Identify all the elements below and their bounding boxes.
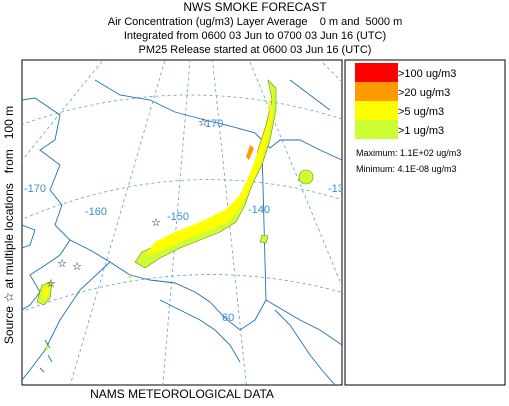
- subtitle: Air Concentration (ug/m3) Layer Average …: [108, 16, 403, 28]
- map-label: 60: [222, 312, 234, 324]
- legend-label: >100 ug/m3: [398, 68, 456, 80]
- legend-label: >5 ug/m3: [398, 106, 444, 118]
- svg-text:☆: ☆: [57, 258, 67, 270]
- sources: ☆ ☆ ☆ ☆ ☆: [46, 117, 208, 290]
- legend: >100 ug/m3 >20 ug/m3 >5 ug/m3 >1 ug/m3 Maxim…: [344, 59, 506, 386]
- coastline: [22, 79, 342, 385]
- map: ☆ ☆ ☆ ☆ ☆ 170 -170 -160 -150 -140 -130 6…: [21, 59, 350, 386]
- legend-max: Maximum: 1.1E+02 ug/m3: [356, 148, 461, 158]
- graticule: [22, 60, 342, 385]
- map-label: -160: [85, 206, 107, 218]
- svg-text:☆: ☆: [46, 278, 56, 290]
- svg-text:☆: ☆: [198, 117, 208, 129]
- legend-swatch: [355, 101, 398, 120]
- legend-swatch: [355, 120, 398, 139]
- map-label: 170: [205, 118, 223, 130]
- legend-label: >1 ug/m3: [398, 125, 444, 137]
- legend-swatch: [355, 82, 398, 101]
- map-label: -140: [248, 204, 270, 216]
- legend-swatch: [355, 63, 398, 82]
- map-label: -130: [328, 183, 350, 195]
- side-label: Source ☆ at multiple locations from 100 …: [2, 106, 16, 344]
- subtitle: PM25 Release started at 0600 03 Jun 16 (…: [139, 44, 372, 56]
- map-label: -170: [24, 183, 46, 195]
- subtitle: Integrated from 0600 03 Jun to 0700 03 J…: [124, 30, 386, 42]
- legend-min: Minimum: 4.1E-08 ug/m3: [356, 164, 457, 174]
- svg-text:☆: ☆: [151, 217, 161, 229]
- svg-text:☆: ☆: [72, 261, 82, 273]
- map-label: -150: [167, 211, 189, 223]
- legend-label: >20 ug/m3: [398, 87, 450, 99]
- footer: NAMS METEOROLOGICAL DATA: [90, 387, 274, 401]
- title: NWS SMOKE FORECAST: [183, 0, 327, 14]
- plume: [36, 79, 314, 352]
